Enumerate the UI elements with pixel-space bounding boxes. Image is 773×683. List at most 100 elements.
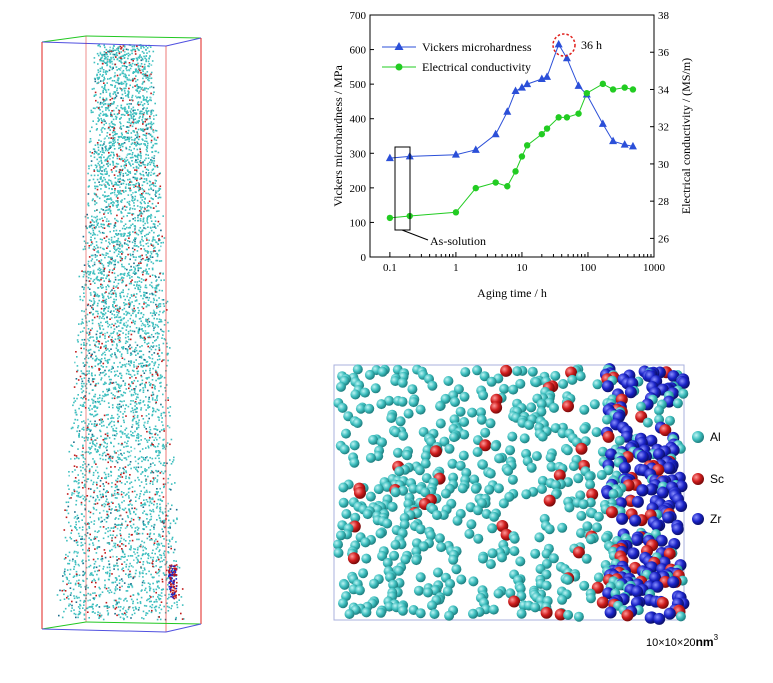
al-atom bbox=[488, 604, 499, 615]
al-atom bbox=[338, 482, 349, 493]
legend-sc-label: Sc bbox=[710, 472, 724, 486]
legend-zr-label: Zr bbox=[710, 512, 721, 526]
zr-atom bbox=[618, 461, 631, 474]
zr-atom bbox=[605, 448, 618, 461]
al-atom bbox=[427, 380, 438, 391]
al-atom bbox=[459, 417, 470, 427]
al-atom bbox=[563, 610, 574, 620]
conductivity-point bbox=[609, 86, 617, 93]
al-atom bbox=[447, 458, 458, 469]
hardness-point bbox=[523, 79, 532, 88]
left-axis-title: Vickers microhardness / MPa bbox=[331, 65, 345, 207]
al-atom bbox=[530, 548, 541, 559]
aging-curve-chart: 0 100 200 300 400 500 600 700 26 28 30 32 34 36 38 0.… bbox=[331, 10, 693, 300]
al-atom bbox=[362, 509, 373, 520]
sc-atom bbox=[572, 546, 585, 559]
x-tick-label: 10 bbox=[516, 262, 528, 274]
al-atom bbox=[575, 371, 586, 382]
al-atom bbox=[534, 532, 545, 543]
zr-atom bbox=[671, 523, 684, 536]
al-atom bbox=[368, 434, 379, 445]
al-atom bbox=[415, 524, 426, 535]
al-atom bbox=[439, 436, 450, 447]
hardness-point bbox=[554, 39, 563, 48]
sc-atom bbox=[354, 486, 366, 499]
al-atom bbox=[521, 489, 532, 500]
al-atom bbox=[562, 574, 573, 585]
zr-atom bbox=[677, 376, 690, 389]
al-atom bbox=[485, 559, 496, 570]
sc-atom bbox=[508, 595, 521, 608]
al-atom bbox=[360, 537, 371, 548]
al-atom bbox=[469, 474, 480, 485]
sc-atom bbox=[586, 488, 599, 501]
al-atom bbox=[369, 578, 379, 589]
hardness-point bbox=[598, 119, 607, 127]
al-atom bbox=[386, 413, 397, 423]
al-atom bbox=[451, 564, 462, 575]
zr-atom bbox=[631, 585, 644, 598]
al-atom bbox=[515, 583, 526, 594]
al-atom bbox=[497, 552, 507, 563]
left-tick-label: 500 bbox=[350, 79, 367, 91]
zr-atom bbox=[653, 448, 665, 461]
al-atom bbox=[349, 457, 360, 468]
al-atom bbox=[466, 519, 477, 530]
conductivity-point bbox=[452, 209, 460, 216]
zr-atom bbox=[651, 580, 664, 593]
hardness-point bbox=[451, 150, 460, 158]
al-atom bbox=[365, 452, 376, 463]
al-atom bbox=[440, 488, 451, 499]
legend: Vickers microhardness Electrical conduct… bbox=[382, 40, 532, 74]
left-tick-label: 600 bbox=[350, 45, 367, 57]
sc-atom bbox=[562, 400, 574, 413]
al-atom bbox=[486, 376, 497, 387]
peak-label: 36 h bbox=[581, 38, 602, 52]
bounding-box bbox=[41, 35, 202, 633]
al-atom bbox=[364, 403, 375, 414]
al-atom bbox=[433, 567, 443, 578]
zr-atom bbox=[636, 484, 649, 497]
zr-atom bbox=[655, 534, 668, 547]
al-atom bbox=[434, 533, 445, 544]
al-atom bbox=[508, 384, 519, 395]
conductivity-point bbox=[555, 114, 562, 121]
al-atom bbox=[460, 367, 471, 378]
zr-atom bbox=[645, 483, 658, 496]
conductivity-point bbox=[492, 179, 499, 186]
x-tick-label: 1000 bbox=[643, 262, 666, 274]
al-atom bbox=[585, 534, 596, 545]
al-atom bbox=[418, 541, 429, 552]
al-atom bbox=[398, 485, 409, 496]
conductivity-point bbox=[629, 86, 637, 93]
al-atom bbox=[413, 585, 424, 596]
zr-atom bbox=[601, 380, 614, 393]
al-atom bbox=[473, 505, 483, 516]
hardness-point bbox=[511, 86, 520, 95]
al-atom bbox=[479, 371, 490, 382]
al-atom bbox=[519, 433, 530, 444]
al-atom bbox=[427, 600, 437, 611]
al-atom bbox=[478, 553, 488, 564]
left-tick-label: 400 bbox=[350, 114, 367, 126]
al-atom bbox=[512, 366, 523, 377]
al-atom bbox=[515, 378, 526, 389]
al-atom bbox=[544, 524, 555, 535]
al-atom bbox=[344, 609, 355, 619]
zr-atom bbox=[656, 486, 669, 499]
hardness-point bbox=[543, 72, 552, 80]
al-atom bbox=[476, 407, 486, 418]
sc-atom-marker bbox=[692, 473, 704, 485]
legend-label-conductivity: Electrical conductivity bbox=[422, 60, 531, 74]
al-atom bbox=[672, 398, 683, 409]
al-atom bbox=[333, 539, 343, 550]
atom-cloud bbox=[56, 44, 185, 621]
al-atom bbox=[385, 572, 395, 583]
al-atom bbox=[485, 468, 496, 479]
right-tick-label: 36 bbox=[658, 47, 670, 59]
legend-triangle-marker bbox=[394, 42, 404, 50]
al-atom bbox=[408, 397, 419, 408]
zr-atom bbox=[667, 576, 680, 589]
hardness-point bbox=[574, 81, 583, 89]
conductivity-point bbox=[543, 125, 551, 132]
